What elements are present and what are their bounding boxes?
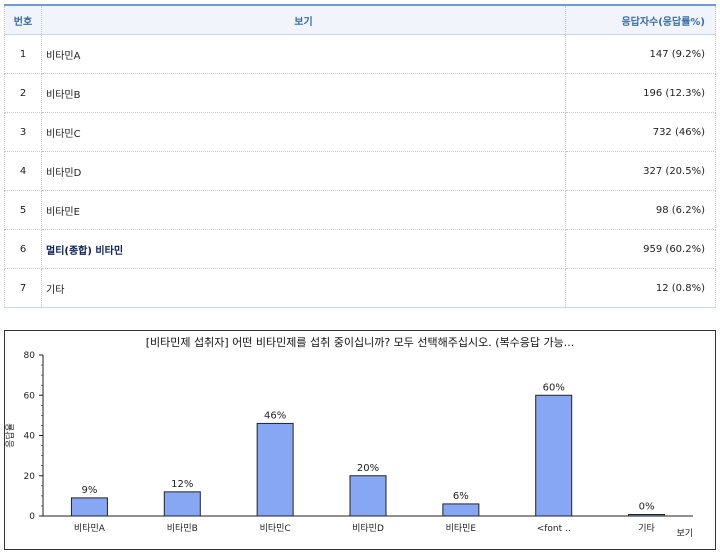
table-row: 4 비타민D 327 (20.5%) <box>4 151 716 191</box>
y-tick-label: 0 <box>29 512 35 522</box>
results-table: 번호 보기 응답자수(응답률%) 1 비타민A 147 (9.2%) 2 비타민… <box>4 4 716 308</box>
bar-value-label: 0% <box>639 502 655 513</box>
bar-value-label: 9% <box>81 485 97 496</box>
header-no: 번호 <box>4 4 42 35</box>
bar-value-label: 60% <box>543 382 565 393</box>
row-result: 196 (12.3%) <box>565 73 716 113</box>
row-option: 비타민A <box>41 34 566 74</box>
bar <box>349 475 387 517</box>
x-category-label: 기타 <box>638 523 655 534</box>
table-row: 1 비타민A 147 (9.2%) <box>4 34 716 74</box>
y-tick-label: 40 <box>24 432 36 442</box>
chart-panel: [비타민제 섭취자] 어떤 비타민제를 섭취 중이십니까? 모두 선택해주십시오… <box>4 330 716 550</box>
bar-chart: [비타민제 섭취자] 어떤 비타민제를 섭취 중이십니까? 모두 선택해주십시오… <box>5 335 693 539</box>
bar-value-label: 6% <box>453 491 469 502</box>
row-no: 2 <box>4 73 42 113</box>
x-axis-title: 보기 <box>676 528 693 539</box>
table-row: 7 기타 12 (0.8%) <box>4 268 716 308</box>
row-no: 6 <box>4 229 42 269</box>
bar <box>442 503 480 517</box>
row-no: 4 <box>4 151 42 191</box>
y-tick-label: 60 <box>24 391 36 401</box>
x-category-label: 비타민C <box>260 523 291 534</box>
table-row: 2 비타민B 196 (12.3%) <box>4 73 716 113</box>
bar <box>535 394 573 517</box>
table-row: 5 비타민E 98 (6.2%) <box>4 190 716 230</box>
row-result: 147 (9.2%) <box>565 34 716 74</box>
row-result: 98 (6.2%) <box>565 190 716 230</box>
table-header-row: 번호 보기 응답자수(응답률%) <box>4 4 716 35</box>
row-result: 12 (0.8%) <box>565 268 716 308</box>
bar <box>628 514 666 517</box>
y-axis-title: 응답율 <box>5 423 16 448</box>
bar <box>163 491 201 517</box>
row-no: 5 <box>4 190 42 230</box>
y-tick-label: 20 <box>24 472 36 482</box>
row-option: 기타 <box>41 268 566 308</box>
row-option: 비타민D <box>41 151 566 191</box>
x-category-label: 비타민A <box>74 523 106 534</box>
row-option: 멀티(종합) 비타민 <box>41 229 566 269</box>
bar <box>70 497 108 517</box>
bar <box>256 422 294 517</box>
row-option: 비타민E <box>41 190 566 230</box>
row-result: 327 (20.5%) <box>565 151 716 191</box>
x-category-label: 비타민D <box>352 523 384 534</box>
bar-value-label: 20% <box>357 463 379 474</box>
y-tick-label: 80 <box>24 351 36 361</box>
header-option: 보기 <box>41 4 566 35</box>
x-category-label: 비타민B <box>167 523 198 534</box>
row-option: 비타민B <box>41 73 566 113</box>
header-result: 응답자수(응답률%) <box>565 4 716 35</box>
table-row: 3 비타민C 732 (46%) <box>4 112 716 152</box>
x-category-label: 비타민E <box>446 523 477 534</box>
bar-value-label: 46% <box>264 410 286 421</box>
row-result: 959 (60.2%) <box>565 229 716 269</box>
row-result: 732 (46%) <box>565 112 716 152</box>
row-no: 7 <box>4 268 42 308</box>
bar-value-label: 12% <box>171 479 193 490</box>
row-option: 비타민C <box>41 112 566 152</box>
row-no: 1 <box>4 34 42 74</box>
row-no: 3 <box>4 112 42 152</box>
x-category-label: <font .. <box>537 524 571 534</box>
table-row: 6 멀티(종합) 비타민 959 (60.2%) <box>4 229 716 269</box>
chart-title: [비타민제 섭취자] 어떤 비타민제를 섭취 중이십니까? 모두 선택해주십시오… <box>146 335 575 349</box>
